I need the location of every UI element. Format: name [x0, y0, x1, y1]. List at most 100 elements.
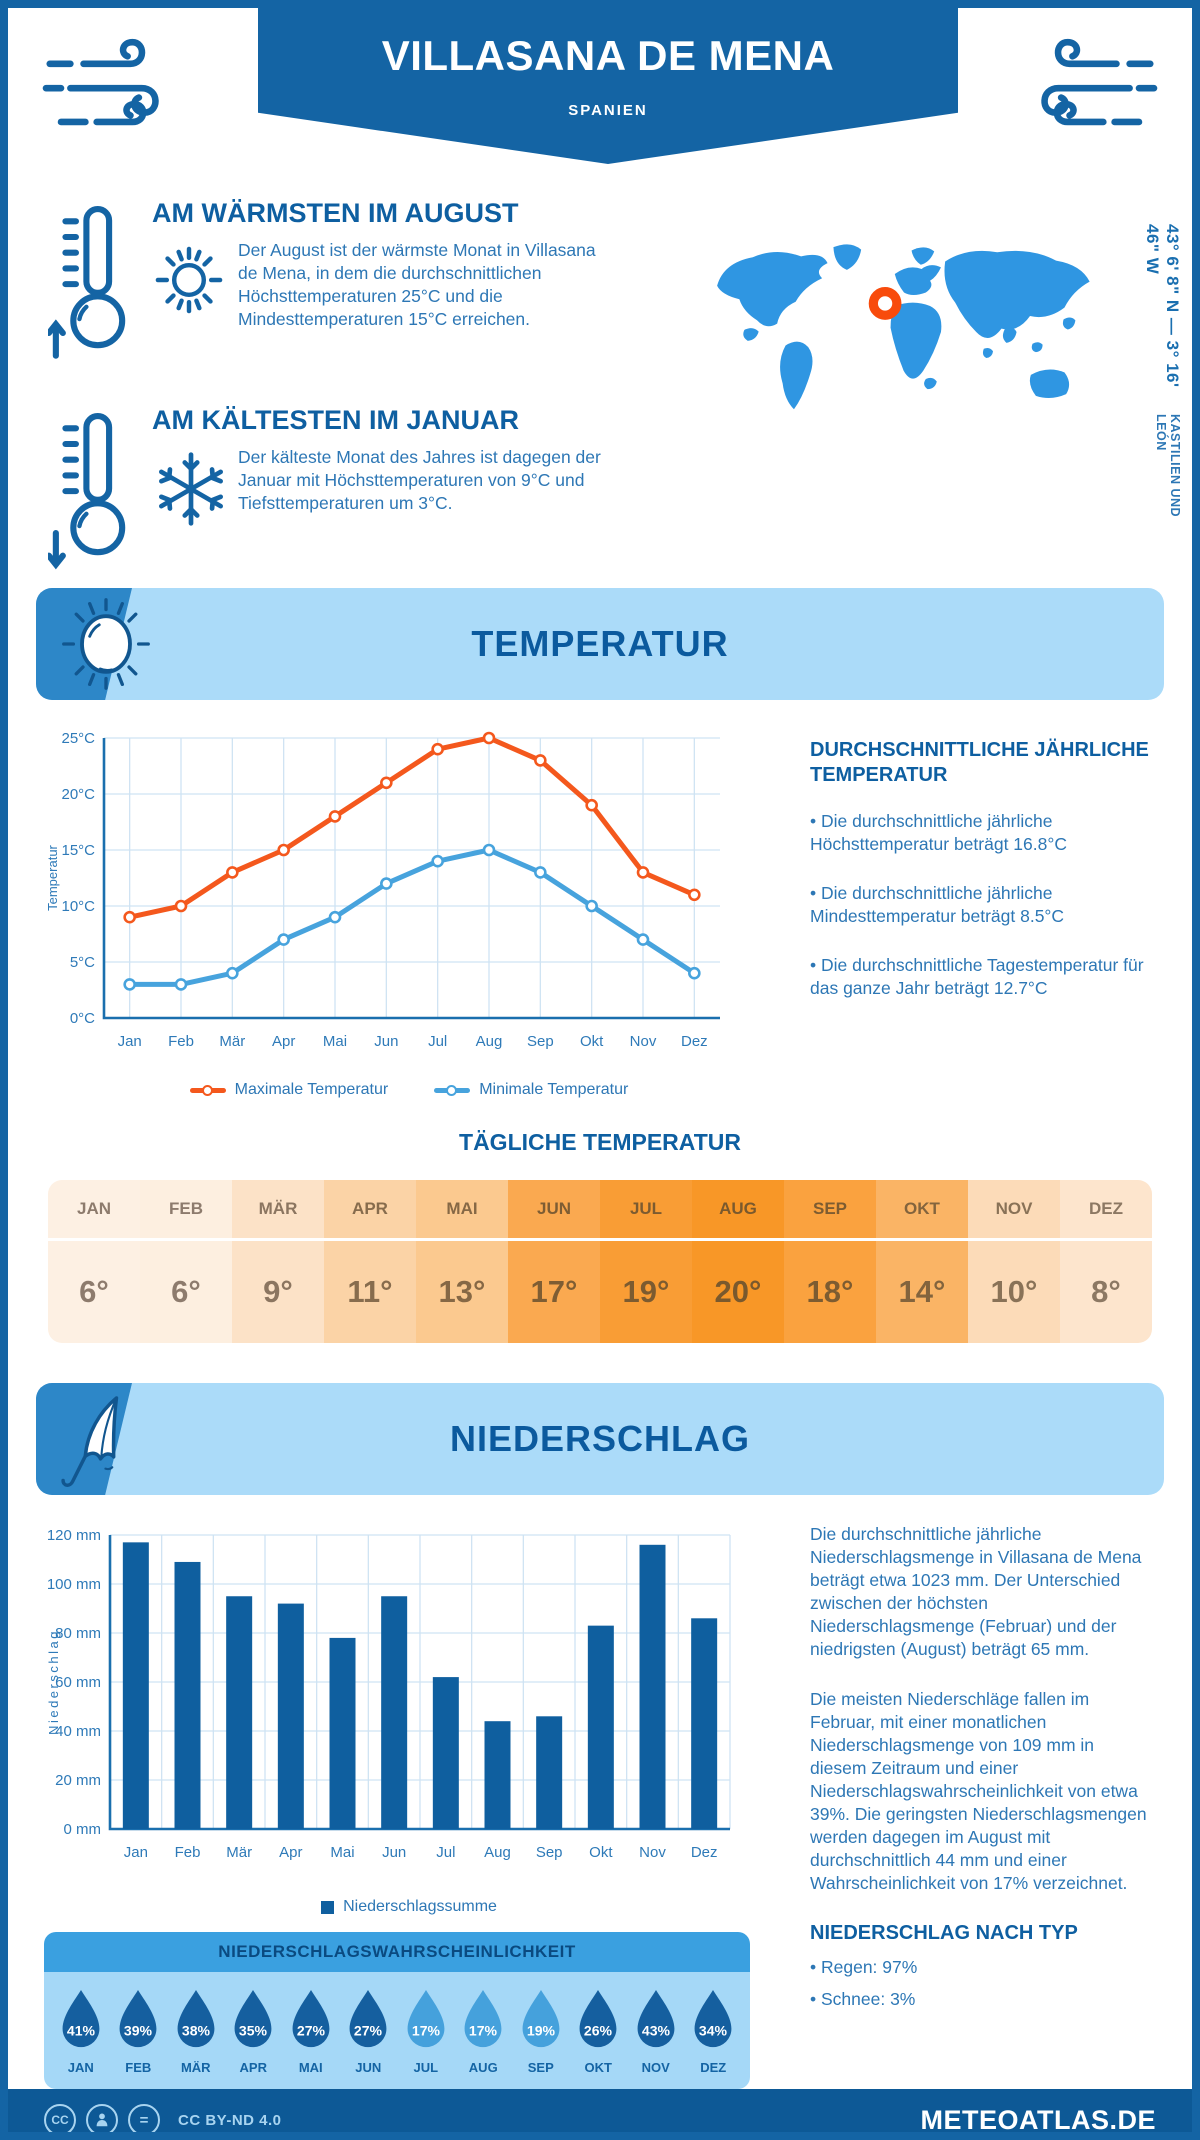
droplet-item: 17% JUL: [397, 1988, 455, 2075]
temperature-stats: DURCHSCHNITTLICHE JÄHRLICHE TEMPERATUR •…: [774, 726, 1152, 1099]
wind-icon: [42, 38, 159, 126]
warm-title: AM WÄRMSTEN IM AUGUST: [152, 198, 519, 228]
svg-text:Jan: Jan: [118, 1033, 142, 1050]
region-label: KASTILIEN UND LEÓN: [1154, 413, 1182, 517]
temperature-chart-column: 0°C 5°C 10°C 15°C 20°C 25°C Jan Feb Mär Apr Mai Jun…: [44, 726, 774, 1099]
droplet-month: MÄR: [180, 2060, 211, 2075]
droplet-month: APR: [239, 2060, 267, 2075]
svg-text:19%: 19%: [527, 2023, 556, 2039]
droplet-icon: 19%: [522, 1989, 560, 2048]
value-cell: 11°: [324, 1241, 416, 1343]
svg-text:35%: 35%: [239, 2023, 268, 2039]
droplet-item: 35% APR: [225, 1988, 283, 2075]
svg-text:Dez: Dez: [691, 1844, 718, 1861]
svg-text:Nov: Nov: [639, 1844, 666, 1861]
map-area: 43° 6' 8" N — 3° 16' 46" W KASTILIEN UND…: [688, 200, 1184, 530]
header: VILLASANA DE MENA SPANIEN: [8, 8, 1192, 194]
svg-text:Mai: Mai: [330, 1844, 354, 1861]
value-cell: 9°: [232, 1241, 324, 1343]
title-banner: VILLASANA DE MENA SPANIEN: [258, 8, 958, 164]
droplet-month: AUG: [468, 2060, 498, 2075]
precip-paragraph: Die durchschnittliche jährliche Niedersc…: [810, 1524, 1142, 1660]
thermometer-down-icon: [45, 401, 152, 582]
svg-text:41%: 41%: [67, 2023, 96, 2039]
cold-title: AM KÄLTESTEN IM JANUAR: [152, 405, 519, 435]
legend-min-temperature: Minimale Temperatur: [434, 1081, 628, 1099]
coordinates-block: 43° 6' 8" N — 3° 16' 46" W KASTILIEN UND…: [1142, 224, 1182, 534]
daily-temperature-title: TÄGLICHE TEMPERATUR: [459, 1129, 741, 1155]
precipitation-chart-column: 0 mm 20 mm 40 mm 60 mm 80 mm 100 mm 120 mm Jan F…: [44, 1521, 774, 2089]
droplet-item: 43% NOV: [627, 1988, 685, 2075]
svg-text:Mai: Mai: [323, 1033, 347, 1050]
warm-text: Der August ist der wärmste Monat in Vill…: [238, 240, 596, 330]
droplet-month: JAN: [67, 2060, 94, 2075]
svg-text:5°C: 5°C: [70, 954, 95, 971]
svg-text:17%: 17%: [469, 2023, 498, 2039]
droplet-icon: 26%: [579, 1989, 617, 2048]
world-map: [717, 244, 1090, 410]
month-cell: JAN: [48, 1180, 140, 1238]
month-cell: MAI: [416, 1180, 508, 1238]
probability-droplets: 41% JAN 39% FEB 38% MÄR 35% APR 27% MAI 27% JUN 17% J…: [44, 1972, 750, 2089]
page-title: VILLASANA DE MENA: [381, 32, 835, 79]
precip-type-bullet: • Regen: 97%: [810, 1957, 918, 1978]
month-cell: DEZ: [1060, 1180, 1152, 1238]
precipitation-title: NIEDERSCHLAG: [449, 1418, 751, 1459]
svg-text:Feb: Feb: [168, 1033, 194, 1050]
umbrella-icon: [61, 1396, 119, 1487]
thermometer-up-icon: [45, 194, 152, 375]
probability-title: NIEDERSCHLAGSWAHRSCHEINLICHKEIT: [44, 1932, 750, 1972]
droplet-item: 41% JAN: [52, 1988, 110, 2075]
site-label: METEOATLAS.DE: [920, 2104, 1156, 2135]
svg-text:Temperatur: Temperatur: [45, 844, 60, 910]
equals-icon: =: [128, 2104, 160, 2132]
svg-text:27%: 27%: [354, 2023, 383, 2039]
precip-type-bullet: • Schnee: 3%: [810, 1988, 916, 2009]
coordinates-label: 43° 6' 8" N — 3° 16' 46" W: [1143, 224, 1182, 388]
value-cell: 10°: [968, 1241, 1060, 1343]
droplet-item: 34% DEZ: [685, 1988, 743, 2075]
svg-text:25°C: 25°C: [61, 730, 95, 747]
svg-text:10°C: 10°C: [61, 898, 95, 915]
droplet-icon: 38%: [177, 1989, 215, 2048]
temperature-section: 0°C 5°C 10°C 15°C 20°C 25°C Jan Feb Mär Apr Mai Jun…: [8, 700, 1192, 1099]
legend-precipitation-sum: Niederschlagssumme: [321, 1898, 497, 1916]
month-cell: JUL: [600, 1180, 692, 1238]
value-cell: 14°: [876, 1241, 968, 1343]
avg-temperature-bullet: • Die durchschnittliche Tagestemperatur …: [810, 955, 1144, 999]
svg-text:39%: 39%: [124, 2023, 153, 2039]
avg-temperature-heading: DURCHSCHNITTLICHE JÄHRLICHE TEMPERATUR: [810, 739, 1149, 786]
svg-text:Mär: Mär: [219, 1033, 245, 1050]
droplet-icon: 27%: [292, 1989, 330, 2048]
precip-paragraph: Die meisten Niederschläge fallen im Febr…: [810, 1688, 1147, 1894]
svg-text:Apr: Apr: [272, 1033, 295, 1050]
avg-temperature-bullet: • Die durchschnittliche jährliche Höchst…: [810, 811, 1067, 855]
month-cell: APR: [324, 1180, 416, 1238]
sun-badge-icon: [62, 598, 150, 690]
droplet-icon: 39%: [119, 1989, 157, 2048]
svg-text:Niederschlag: Niederschlag: [46, 1629, 61, 1735]
svg-text:Dez: Dez: [681, 1033, 708, 1050]
droplet-icon: 34%: [694, 1989, 732, 2048]
svg-text:20 mm: 20 mm: [55, 1772, 101, 1789]
droplet-month: SEP: [527, 2060, 554, 2075]
svg-text:34%: 34%: [699, 2023, 728, 2039]
precipitation-stats: Die durchschnittliche jährliche Niedersc…: [774, 1521, 1152, 2089]
location-marker-icon: [868, 287, 902, 320]
legend-max-temperature: Maximale Temperatur: [189, 1081, 388, 1099]
precipitation-square-icon: [321, 1900, 335, 1914]
wind-icon: [1041, 38, 1158, 126]
highlights-column: AM WÄRMSTEN IM AUGUST Der August ist der…: [45, 194, 688, 608]
license-group: CC = CC BY-ND 4.0: [44, 2104, 282, 2132]
precipitation-bar-chart: 0 mm 20 mm 40 mm 60 mm 80 mm 100 mm 120 mm Jan F…: [46, 1527, 731, 1861]
warm-block: AM WÄRMSTEN IM AUGUST Der August ist der…: [45, 194, 688, 375]
svg-text:Okt: Okt: [580, 1033, 604, 1050]
svg-text:0°C: 0°C: [70, 1010, 95, 1027]
cc-icon: CC: [44, 2104, 76, 2132]
droplet-month: JUN: [355, 2060, 382, 2075]
svg-text:Jun: Jun: [374, 1033, 398, 1050]
person-icon: [86, 2104, 118, 2132]
page-subtitle: SPANIEN: [568, 102, 648, 119]
svg-text:Sep: Sep: [536, 1844, 563, 1861]
